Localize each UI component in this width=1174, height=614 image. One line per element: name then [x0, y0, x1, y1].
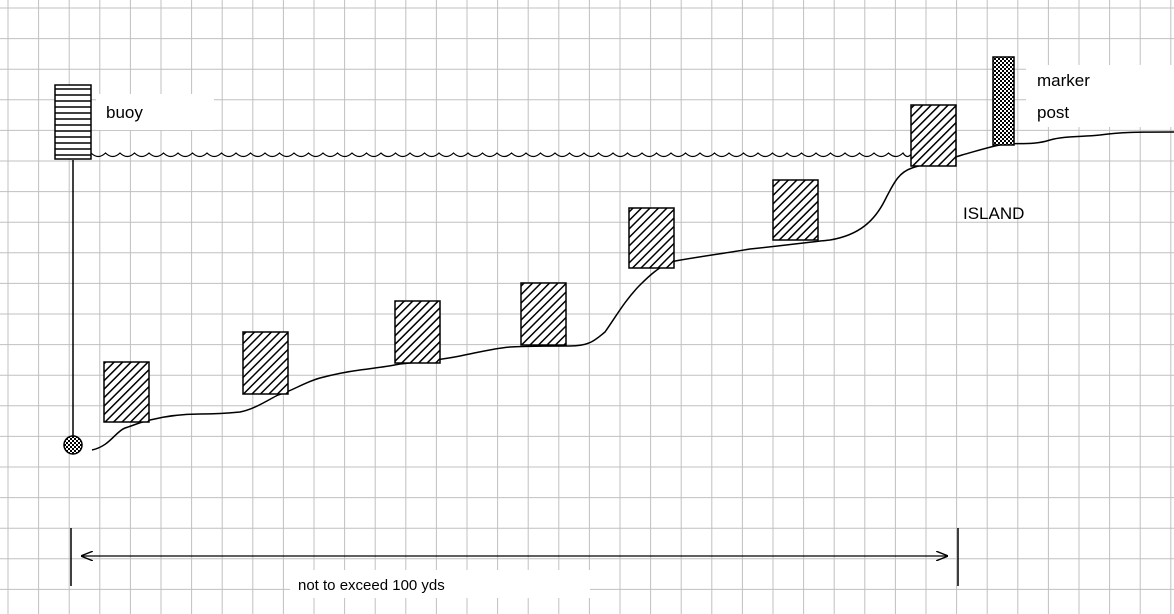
hatched-block-icon	[520, 282, 567, 346]
island-label: ISLAND	[963, 204, 1024, 223]
distance-label: not to exceed 100 yds	[298, 577, 445, 594]
marker-label-line1: marker	[1037, 71, 1090, 90]
reef-block-7	[910, 104, 957, 167]
seabed-contour-line	[91, 131, 1174, 451]
water-surface-line	[90, 152, 913, 158]
buoy-label-background	[96, 94, 214, 130]
marker-label-background	[1026, 65, 1174, 127]
reef-block-4	[520, 282, 567, 346]
reef-block-2	[242, 331, 289, 395]
reef-block-5	[628, 207, 675, 269]
marker-label-line2: post	[1037, 103, 1069, 122]
distance-label-background	[290, 570, 590, 598]
anchor-weight-icon	[63, 435, 83, 455]
hatched-block-icon	[242, 331, 289, 395]
hatched-block-icon	[394, 300, 441, 364]
buoy-label: buoy	[106, 103, 143, 122]
hatched-block-icon	[772, 179, 819, 241]
hatched-block-icon	[103, 361, 150, 423]
reef-block-6	[772, 179, 819, 241]
hatched-block-icon	[628, 207, 675, 269]
reef-block-3	[394, 300, 441, 364]
checkered-post-icon	[992, 56, 1015, 146]
hatched-block-icon	[910, 104, 957, 167]
reef-block-1	[103, 361, 150, 423]
striped-buoy-icon	[54, 84, 92, 160]
